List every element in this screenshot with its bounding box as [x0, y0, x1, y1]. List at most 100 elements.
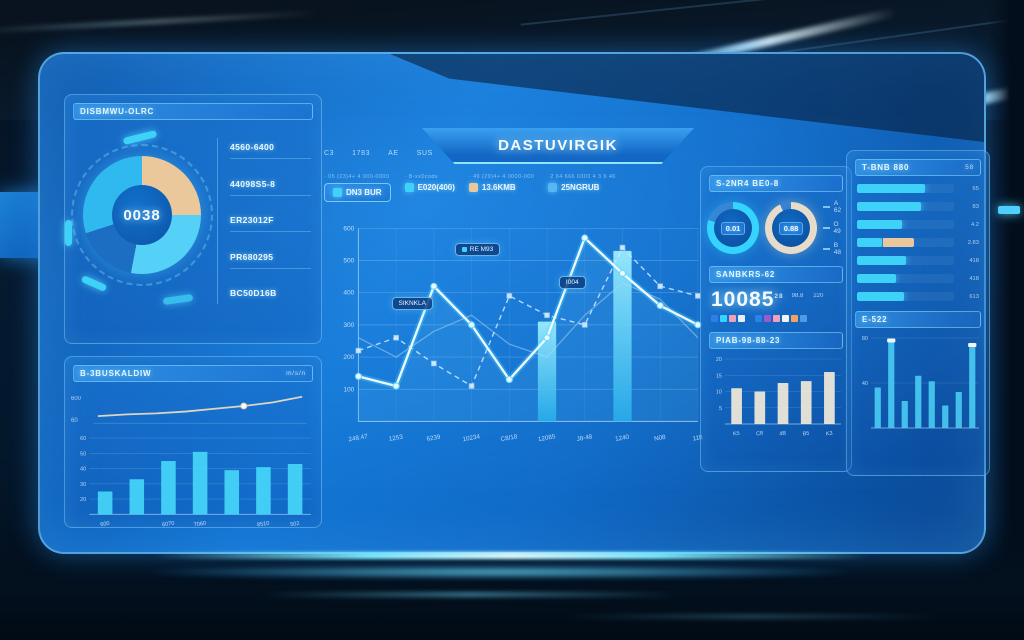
svg-text:4B: 4B	[779, 431, 787, 438]
svg-text:502: 502	[290, 521, 300, 528]
svg-text:200: 200	[343, 354, 354, 361]
hbar-value: 83	[972, 203, 979, 210]
panel-trend-header: B-3BUSKALDIW m/s/n	[73, 365, 313, 382]
floor-reflection	[560, 614, 940, 619]
svg-text:500: 500	[343, 258, 354, 265]
hbar-value: 4.2	[970, 221, 979, 228]
status-chip	[800, 315, 807, 322]
legend-item[interactable]: ·2 64 666 0303 4 3 6 46 25NGRUB	[548, 174, 616, 202]
board-edge-glow	[150, 566, 850, 578]
panel-ranking-value: 58	[965, 164, 974, 171]
panel-trend-title: B-3BUSKALDIW	[80, 369, 152, 378]
sparkline-chart: 600 60	[65, 386, 321, 432]
legend-swatch	[468, 183, 478, 192]
legend-label: 13.6KMB	[481, 183, 516, 192]
mini-bar-chart-svg: 20 15 10 5 K5 C8 4B B5 K3	[716, 357, 841, 438]
big-side-label: 98.8	[791, 293, 804, 299]
legend-line: DN3 BUR	[324, 183, 391, 202]
svg-text:50: 50	[80, 451, 86, 457]
panel-metrics-title: S-2NR4 BE0-8	[716, 179, 779, 188]
svg-text:40: 40	[80, 467, 86, 473]
gauge-stats: A 62 O 49 B 48	[823, 200, 845, 256]
tab-item[interactable]: SUS	[416, 150, 433, 157]
svg-text:600: 600	[343, 225, 354, 232]
status-chip	[711, 315, 718, 322]
sparkline-yticks: 600 60	[71, 388, 89, 432]
svg-text:20: 20	[716, 357, 722, 363]
tab-item[interactable]: 1783	[352, 150, 371, 157]
legend-item[interactable]: · B-xx0codx E020(400)	[404, 174, 455, 202]
legend-line: 25NGRUB	[548, 183, 616, 192]
code-list-item[interactable]: PR680295	[230, 248, 311, 269]
svg-text:K5: K5	[733, 431, 741, 438]
hbar-fill	[857, 256, 906, 265]
donut-decor-arc	[65, 220, 72, 246]
svg-text:C8/18: C8/18	[500, 433, 518, 443]
legend-label: DN3 BUR	[346, 188, 382, 197]
dashboard-board: DISBMWU-OLRC 0038 4560-6400 44098S5-8 ER23…	[38, 52, 990, 554]
panel-overview: DISBMWU-OLRC 0038 4560-6400 44098S5-8 ER23…	[64, 94, 322, 344]
svg-text:B5: B5	[802, 431, 810, 438]
svg-text:300: 300	[343, 322, 354, 329]
donut-center-value: 0038	[123, 206, 161, 224]
code-list-item[interactable]: 44098S5-8	[230, 175, 311, 196]
hbar-extra-fill	[883, 238, 915, 247]
legend-caption: · 49 (29)4+ 4 0000-000	[468, 174, 535, 180]
legend-item[interactable]: · 05 (23)4+ 4 000-0000 DN3 BUR	[324, 174, 391, 202]
hbar-value: 613	[969, 293, 979, 300]
hbar-track	[857, 202, 954, 211]
status-chip	[764, 315, 771, 322]
column-chart: 80 40	[847, 332, 989, 441]
svg-text:7060: 7060	[193, 521, 206, 529]
chip-group	[711, 315, 745, 322]
hbar-track	[857, 256, 954, 265]
big-number: 1008528	[711, 288, 784, 311]
code-list-item[interactable]: 4560-6400	[230, 138, 311, 159]
tab-item[interactable]: C3	[324, 150, 335, 157]
donut-chart: 0038	[65, 128, 217, 310]
svg-text:J8-48: J8-48	[576, 433, 593, 443]
svg-text:60: 60	[80, 436, 86, 442]
tooltip-label: SIKNKLA	[398, 299, 426, 307]
code-list-item[interactable]: ER23012F	[230, 211, 311, 232]
legend-caption: ·2 64 666 0303 4 3 6 46	[548, 174, 616, 180]
status-chip	[720, 315, 727, 322]
svg-text:C8: C8	[756, 431, 764, 438]
hbar-track	[857, 220, 954, 229]
main-chart: 600 500 400 300 200 100 248.47 1253 6239 10234 C8/…	[332, 204, 704, 462]
spark-ytick: 600	[71, 396, 82, 402]
banner-title: DASTUVIRGIK	[498, 136, 618, 154]
hbar-track	[857, 238, 954, 247]
gauge-stat: O 49	[823, 221, 845, 235]
svg-text:1240: 1240	[615, 433, 631, 442]
code-list-item[interactable]: BC50D16B	[230, 288, 277, 298]
legend-swatch	[333, 188, 342, 197]
hbar-fill	[857, 220, 902, 229]
floor-reflection	[260, 592, 680, 597]
donut-decor-arc	[122, 129, 158, 146]
main-chart-svg: 600 500 400 300 200 100 248.47 1253 6239 10234 C8/…	[343, 225, 704, 443]
hbar-row: 2.83	[857, 238, 979, 247]
chip-group	[755, 315, 807, 322]
panel-metrics-subheader: SANBKRS-62	[709, 266, 843, 283]
chart-tooltip: I004	[558, 276, 586, 290]
gauge-left: 0.01	[707, 202, 759, 254]
svg-text:6070: 6070	[162, 521, 175, 529]
legend-item[interactable]: · 49 (29)4+ 4 0000-000 13.6KMB	[468, 174, 535, 202]
legend-swatch	[548, 183, 558, 192]
sparkline-svg	[93, 395, 307, 424]
hbar-list: 65 83 4.2 2.83 418 418 613	[847, 180, 989, 303]
tab-item[interactable]: AE	[388, 150, 399, 157]
donut-decor-arc	[162, 293, 194, 306]
svg-text:118: 118	[692, 434, 704, 443]
legend-label: E020(400)	[417, 183, 455, 192]
status-chip	[791, 315, 798, 322]
donut-decor-arc	[80, 275, 108, 292]
status-chip	[729, 315, 736, 322]
legend-label: 25NGRUB	[561, 183, 600, 192]
legend-row: · 05 (23)4+ 4 000-0000 DN3 BUR · B-xx0codx…	[324, 174, 706, 202]
legend-swatch	[404, 183, 414, 192]
chart-tooltip: SIKNKLA	[391, 296, 433, 310]
hbar-fill	[857, 274, 896, 283]
tab-row: C3 1783 AE SUS	[324, 150, 433, 157]
